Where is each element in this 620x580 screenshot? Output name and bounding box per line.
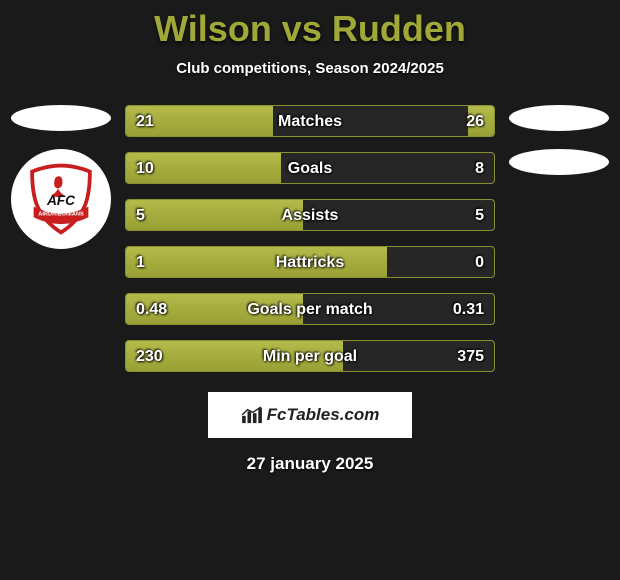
crest-ribbon-text: AIRDRIEONIANS xyxy=(38,212,84,218)
stat-row: 0.48Goals per match0.31 xyxy=(125,293,495,325)
stat-row: 1Hattricks0 xyxy=(125,246,495,278)
stat-right-value: 26 xyxy=(466,106,484,136)
stat-right-value: 0 xyxy=(475,247,484,277)
brand-text: FcTables.com xyxy=(267,405,380,425)
right-club-placeholder xyxy=(509,149,609,175)
stat-row: 5Assists5 xyxy=(125,199,495,231)
page-title: Wilson vs Rudden xyxy=(0,0,620,50)
stat-row: 10Goals8 xyxy=(125,152,495,184)
stat-label: Hattricks xyxy=(126,247,494,277)
stat-label: Goals per match xyxy=(126,294,494,324)
crest-monogram: AFC xyxy=(46,193,76,208)
crest-svg: AFC AIRDRIEONIANS xyxy=(23,161,99,237)
stat-label: Assists xyxy=(126,200,494,230)
stat-right-value: 0.31 xyxy=(453,294,484,324)
snapshot-date: 27 january 2025 xyxy=(0,454,620,474)
right-player-flag xyxy=(509,105,609,131)
stat-label: Matches xyxy=(126,106,494,136)
stat-right-value: 5 xyxy=(475,200,484,230)
brand-banner[interactable]: FcTables.com xyxy=(208,392,412,438)
right-player-badges xyxy=(504,105,614,175)
stat-label: Min per goal xyxy=(126,341,494,371)
chart-icon xyxy=(241,406,263,424)
left-player-flag xyxy=(11,105,111,131)
stat-bars: 21Matches2610Goals85Assists51Hattricks00… xyxy=(125,105,495,372)
stat-row: 230Min per goal375 xyxy=(125,340,495,372)
stat-label: Goals xyxy=(126,153,494,183)
stat-row: 21Matches26 xyxy=(125,105,495,137)
comparison-panel: AFC AIRDRIEONIANS 21Matches26 10Goals8 5As… xyxy=(0,105,620,372)
stat-right-value: 8 xyxy=(475,153,484,183)
left-player-badges: AFC AIRDRIEONIANS xyxy=(6,105,116,249)
left-club-crest: AFC AIRDRIEONIANS xyxy=(11,149,111,249)
subtitle: Club competitions, Season 2024/2025 xyxy=(0,60,620,77)
stat-right-value: 375 xyxy=(457,341,484,371)
